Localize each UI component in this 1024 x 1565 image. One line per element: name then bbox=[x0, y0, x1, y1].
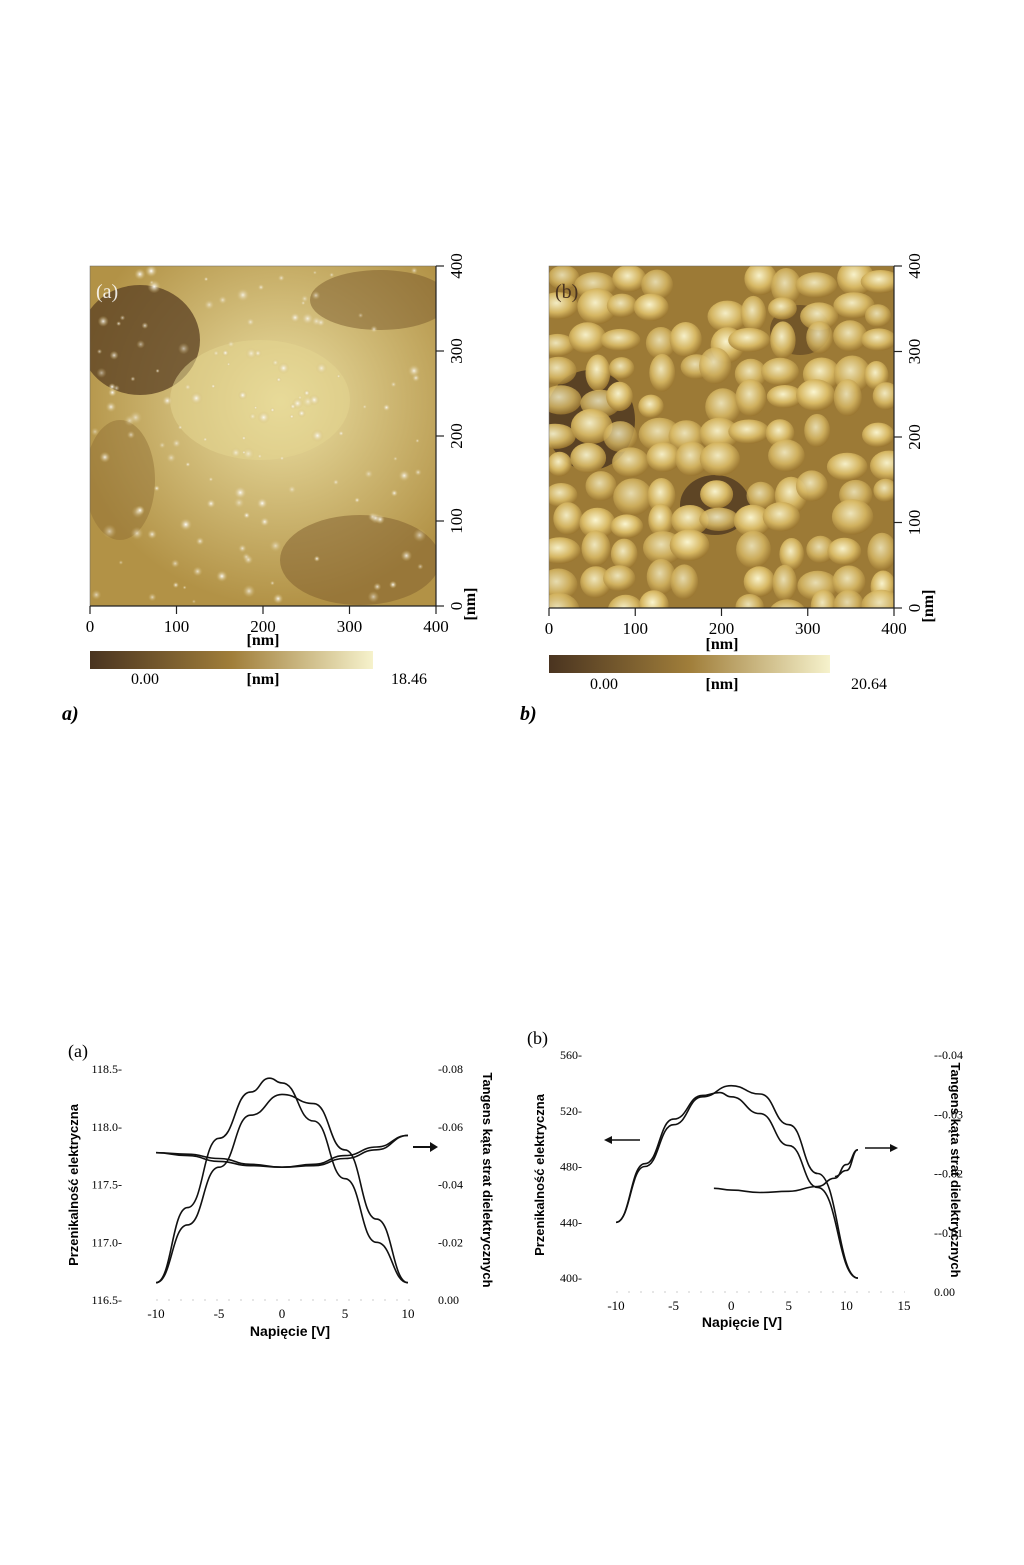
chart-y2-tick-label: -0.08 bbox=[438, 1062, 463, 1076]
chart-series-line-2 bbox=[713, 1149, 859, 1194]
chart-y-tick-label: 118.0- bbox=[91, 1120, 122, 1134]
chart-y2-tick-label: --0.02 bbox=[934, 1167, 963, 1181]
afm-b-y-tick-label: 200 bbox=[905, 424, 924, 450]
afm-a-x-tick-label: 300 bbox=[337, 617, 363, 636]
afm-a-y-tick-label: 300 bbox=[447, 338, 466, 364]
chart-b-xlabel: Napięcie [V] bbox=[702, 1314, 782, 1330]
chart-y2-tick-label: --0.03 bbox=[934, 1107, 963, 1121]
chart-y2-tick-label: -0.02 bbox=[438, 1235, 463, 1249]
chart-y2-tick-label: -0.04 bbox=[438, 1178, 463, 1192]
chart-y2-tick-label: 0.00 bbox=[934, 1285, 955, 1299]
chart-a-y2label: Tangens kąta strat dielektrycznych bbox=[480, 1072, 495, 1287]
afm-b-x-tick-label: 0 bbox=[545, 619, 554, 638]
afm-b-x-tick-label: 200 bbox=[709, 619, 735, 638]
afm-a-x-tick-label: 200 bbox=[250, 617, 276, 636]
chart-x-tick-label: 0 bbox=[279, 1306, 286, 1321]
chart-y-tick-label: 117.5- bbox=[91, 1178, 122, 1192]
afm-b-panel-label: (b) bbox=[555, 281, 578, 303]
chart-x-tick-label: 5 bbox=[342, 1306, 349, 1321]
afm-a-x-tick-label: 100 bbox=[164, 617, 190, 636]
chart-series-line-0 bbox=[155, 1077, 409, 1284]
afm-b-colorbar bbox=[549, 655, 830, 673]
chart-y-tick-label: 118.5- bbox=[91, 1062, 122, 1076]
chart-y-tick-label: 560- bbox=[560, 1048, 582, 1062]
chart-y2-tick-label: --0.04 bbox=[934, 1048, 963, 1062]
afm-b-caption: b) bbox=[520, 703, 537, 725]
afm-a-colorbar-max: 18.46 bbox=[391, 671, 427, 688]
chart-x-tick-label: 10 bbox=[402, 1306, 415, 1321]
afm-a-caption: a) bbox=[62, 703, 79, 725]
afm-a-y-tick-label: 0 bbox=[447, 602, 466, 611]
afm-b-colorbar-min: 0.00 bbox=[590, 676, 618, 693]
chart-x-tick-label: -5 bbox=[668, 1298, 679, 1313]
chart-a-panel-label: (a) bbox=[68, 1041, 88, 1062]
chart-y2-tick-label: -0.06 bbox=[438, 1120, 463, 1134]
chart-series-line-3 bbox=[155, 1134, 409, 1169]
chart-y-tick-label: 117.0- bbox=[91, 1235, 122, 1249]
chart-y-tick-label: 116.5- bbox=[91, 1293, 122, 1307]
chart-x-tick-label: 0 bbox=[728, 1298, 735, 1313]
chart-x-tick-label: -10 bbox=[607, 1298, 624, 1313]
chart-a-right-arrow bbox=[413, 1142, 438, 1152]
chart-a-xlabel: Napięcie [V] bbox=[250, 1323, 330, 1339]
afm-a-colorbar bbox=[90, 651, 373, 669]
afm-b-y-tick-label: 300 bbox=[905, 339, 924, 365]
afm-a-colorbar-unit: [nm] bbox=[247, 671, 280, 688]
afm-a-y-tick-label: 200 bbox=[447, 423, 466, 449]
chart-y-tick-label: 440- bbox=[560, 1215, 582, 1229]
afm-b-x-unit: [nm] bbox=[706, 636, 739, 653]
afm-a-x-tick-label: 0 bbox=[86, 617, 95, 636]
chart-series-line-3 bbox=[834, 1149, 859, 1178]
afm-b-y-unit: [nm] bbox=[920, 590, 937, 623]
afm-b-x-tick-label: 300 bbox=[795, 619, 821, 638]
chart-b: (b) -10 -5 0 5 10 15 400- 440- 480- 520- 560- 0.00 -… bbox=[527, 1028, 963, 1330]
chart-b-panel-label: (b) bbox=[527, 1028, 548, 1049]
afm-a-x-unit: [nm] bbox=[247, 632, 280, 649]
afm-b-x-tick-label: 100 bbox=[623, 619, 649, 638]
afm-a-y-tick-label: 400 bbox=[447, 253, 466, 279]
afm-a-x-tick-label: 400 bbox=[423, 617, 449, 636]
chart-y2-tick-label: 0.00 bbox=[438, 1293, 459, 1307]
chart-x-tick-label: -5 bbox=[214, 1306, 225, 1321]
afm-a-y-unit: [nm] bbox=[462, 588, 479, 621]
chart-series-line-1 bbox=[615, 1091, 859, 1279]
afm-b-colorbar-unit: [nm] bbox=[706, 676, 739, 693]
chart-b-left-arrow bbox=[604, 1136, 640, 1144]
chart-a-ylabel: Przenikalność elektryczna bbox=[66, 1103, 81, 1266]
afm-b-x-tick-label: 400 bbox=[881, 619, 907, 638]
afm-b-colorbar-max: 20.64 bbox=[851, 676, 887, 693]
afm-a-y-tick-label: 100 bbox=[447, 508, 466, 534]
afm-panel-b: (b) 0 100 200 300 400 0 100 200 300 400 [nm] [nm]… bbox=[520, 253, 937, 725]
chart-b-right-arrow bbox=[865, 1144, 898, 1152]
chart-series-line-1 bbox=[155, 1093, 409, 1284]
chart-series-line-0 bbox=[615, 1084, 859, 1279]
chart-x-tick-label: -10 bbox=[147, 1306, 164, 1321]
afm-b-y-tick-label: 0 bbox=[905, 604, 924, 613]
chart-y2-tick-label: --0.01 bbox=[934, 1226, 963, 1240]
afm-b-y-tick-label: 400 bbox=[905, 253, 924, 279]
chart-b-ylabel: Przenikalność elektryczna bbox=[532, 1093, 547, 1256]
chart-a: (a) -10 -5 0 5 10 116.5- 117.0- 117.5- 118.0- 118… bbox=[66, 1041, 495, 1339]
afm-image-b bbox=[549, 266, 894, 608]
afm-b-y-tick-label: 100 bbox=[905, 510, 924, 536]
chart-y-tick-label: 520- bbox=[560, 1104, 582, 1118]
chart-b-y2label: Tangens kąta strat dielektrycznych bbox=[948, 1062, 963, 1277]
afm-image-a bbox=[90, 266, 436, 606]
chart-y-tick-label: 480- bbox=[560, 1160, 582, 1174]
chart-x-tick-label: 5 bbox=[786, 1298, 793, 1313]
afm-a-panel-label: (a) bbox=[96, 281, 118, 303]
chart-y-tick-label: 400- bbox=[560, 1271, 582, 1285]
afm-a-colorbar-min: 0.00 bbox=[131, 671, 159, 688]
chart-x-tick-label: 15 bbox=[898, 1298, 911, 1313]
chart-x-tick-label: 10 bbox=[840, 1298, 853, 1313]
afm-panel-a: (a) 0 100 200 300 400 0 100 200 300 400 [nm] [nm]… bbox=[62, 253, 479, 725]
